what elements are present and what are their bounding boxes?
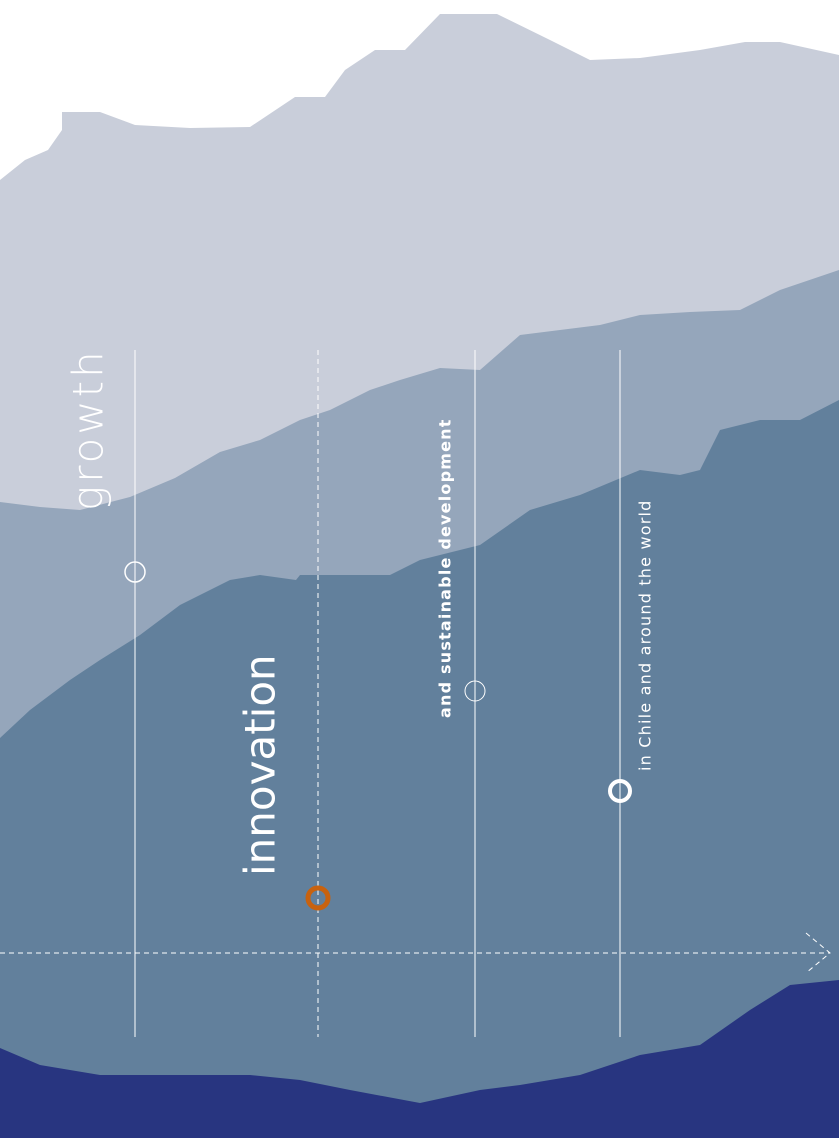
label: growth [64,348,113,511]
illustration: growth innovation and sustainable develo… [0,0,839,1138]
label: innovation [236,654,285,876]
label: and sustainable development [436,418,455,718]
page: growth innovation and sustainable develo… [0,0,839,1138]
label: in Chile and around the world [636,499,655,771]
